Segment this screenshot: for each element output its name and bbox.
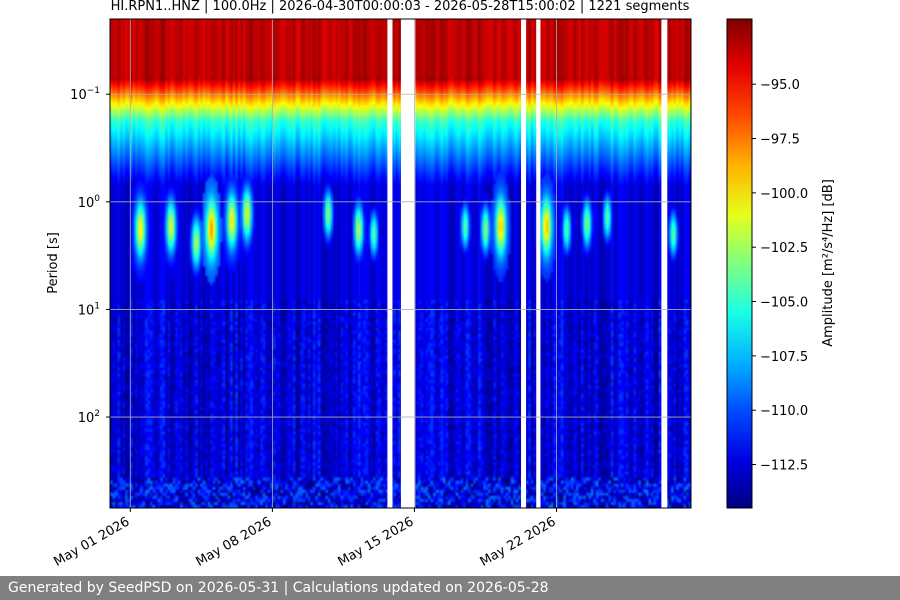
colorbar-tick-label: −107.5 [760,350,808,365]
colorbar-tick-label: −102.5 [760,241,808,256]
data-gap [521,19,527,508]
colorbar: −95.0 −97.5 −100.0 −102.5 −105.0 −107.5 −110.0… [726,18,836,509]
colorbar-frame [726,18,753,509]
colorbar-tick-label: −105.0 [760,296,808,311]
data-gap [661,19,668,508]
data-gap [536,19,541,508]
spectrogram-heatmap [110,19,691,508]
y-tick-label: 10−1 [70,86,100,103]
plot-frame [109,18,692,509]
footer-bar: Generated by SeedPSD on 2026-05-31 | Cal… [0,576,900,600]
colorbar-tick-label: −95.0 [760,78,800,93]
colorbar-tick-label: −112.5 [760,459,808,474]
data-gap [400,19,416,508]
chart-title: HI.RPN1..HNZ | 100.0Hz | 2026-04-30T00:0… [110,0,690,14]
x-tick-label: May 22 2026 [478,514,559,569]
colorbar-label: Amplitude [m²/s⁴/Hz] [dB] [821,179,836,347]
colorbar-gradient [727,19,752,508]
chart-area: 10−1 100 101 102 May 01 2026 May 08 2026 May … [46,18,836,570]
colorbar-tick-label: −110.0 [760,404,808,419]
footer-text: Generated by SeedPSD on 2026-05-31 | Cal… [8,580,549,596]
y-axis-label: Period [s] [46,232,61,294]
colorbar-tick-label: −97.5 [760,133,800,148]
x-tick-label: May 01 2026 [51,514,132,569]
y-tick-label: 100 [78,194,101,211]
x-tick-label: May 15 2026 [336,514,417,569]
y-tick-label: 102 [78,409,100,426]
plot-area [109,18,692,509]
colorbar-tick-label: −100.0 [760,187,808,202]
data-gap [387,19,393,508]
y-tick-label: 101 [78,301,100,318]
x-tick-label: May 08 2026 [193,514,274,569]
